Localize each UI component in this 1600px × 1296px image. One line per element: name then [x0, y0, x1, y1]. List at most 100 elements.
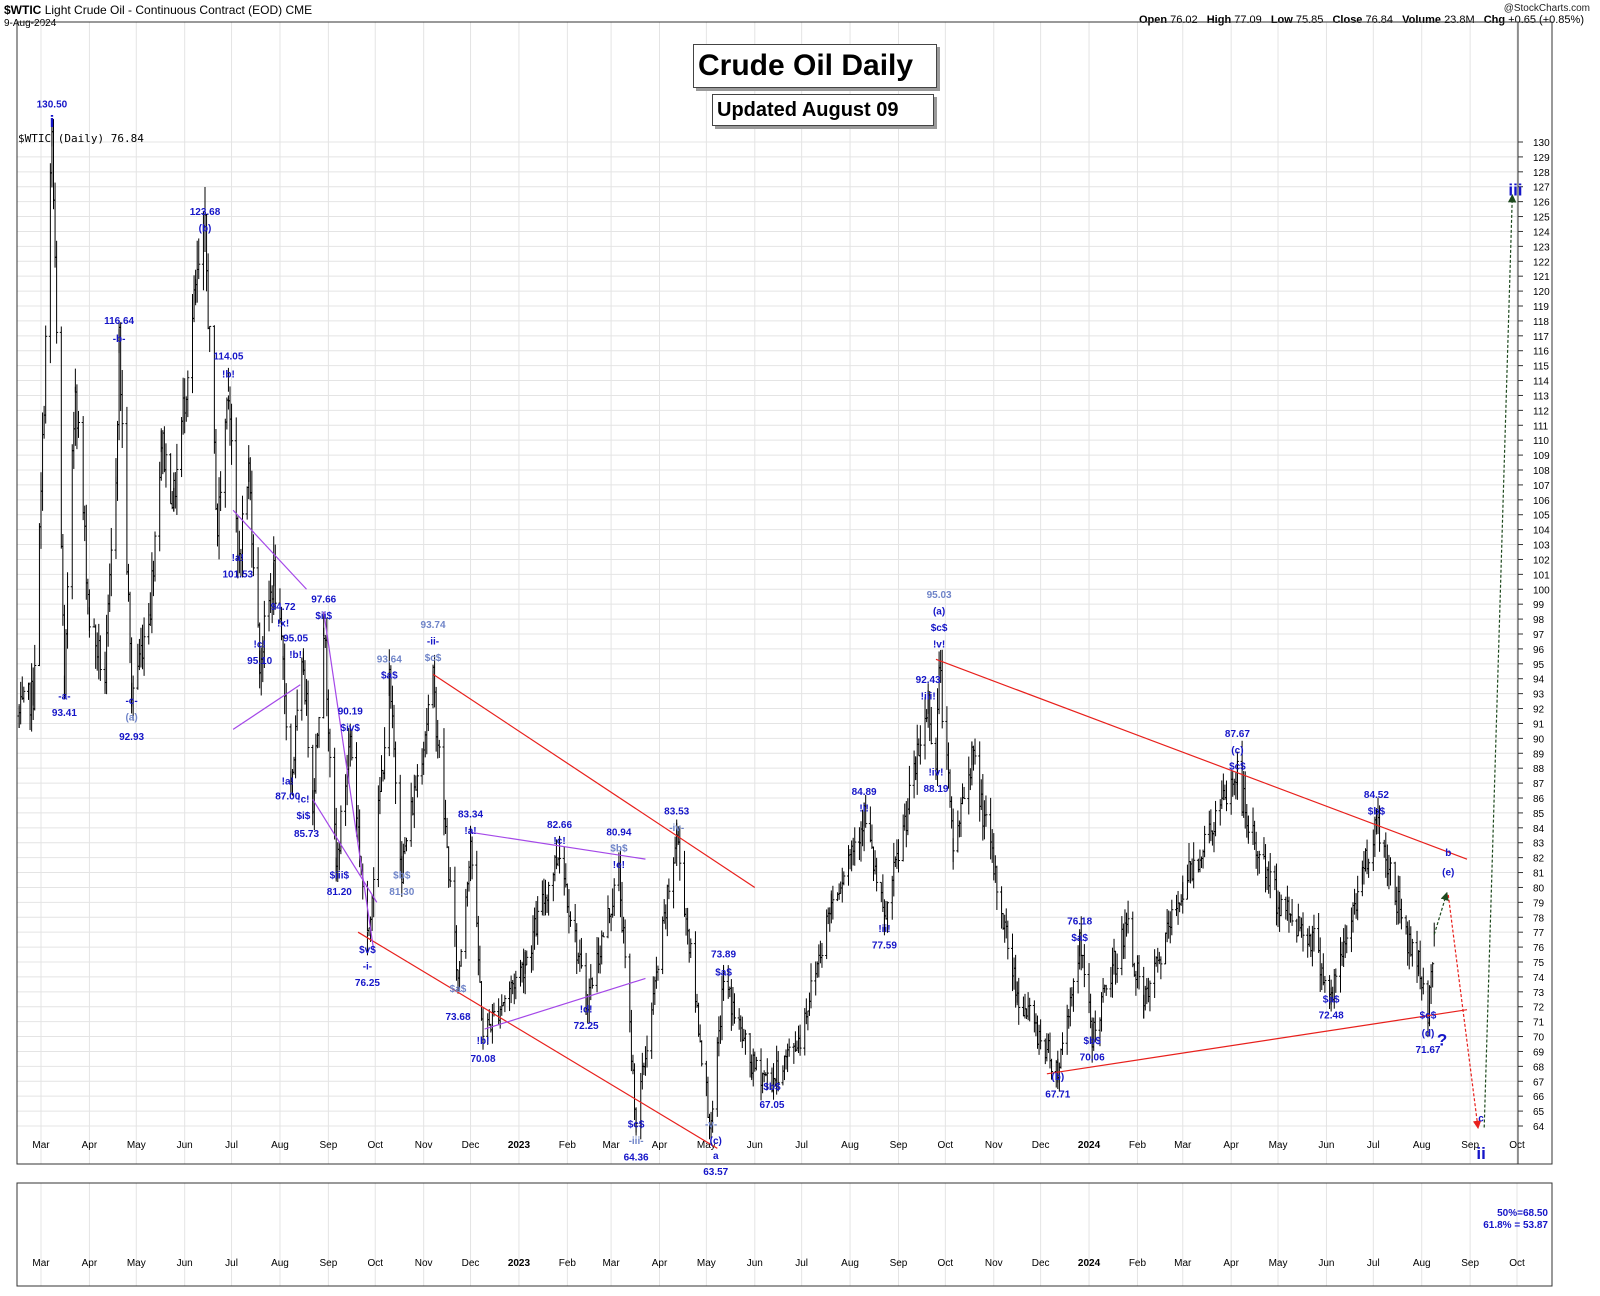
x-tick-label: Apr: [82, 1140, 98, 1151]
y-tick-label: 93: [1533, 690, 1545, 701]
y-tick-label: 69: [1533, 1047, 1545, 1058]
wave-label: !c!: [297, 794, 309, 805]
chart-symbol-header: $WTIC Light Crude Oil - Continuous Contr…: [4, 3, 312, 17]
x-tick-label-lower: Oct: [938, 1258, 954, 1269]
y-tick-label: 98: [1533, 615, 1545, 626]
wave-label: $c$: [1420, 1011, 1437, 1022]
symbol-description: Light Crude Oil - Continuous Contract (E…: [44, 3, 283, 17]
x-tick-label: Jul: [795, 1140, 808, 1151]
wave-label: 93.64: [377, 654, 402, 665]
wave-label: 67.05: [759, 1100, 784, 1111]
y-tick-label: 88: [1533, 764, 1545, 775]
x-tick-label: Feb: [1129, 1140, 1147, 1151]
wave-label: 77.59: [872, 941, 897, 952]
quote-value: 76.02: [1170, 14, 1201, 26]
y-tick-label: 123: [1533, 242, 1550, 253]
quote-label: Low: [1270, 14, 1296, 26]
wave-label: -iii-: [629, 1136, 644, 1147]
wave-label: 88.19: [923, 784, 948, 795]
projection-up-arrow: [1433, 891, 1449, 935]
wave-label: 84.89: [852, 787, 877, 798]
plot-frames: [16, 21, 1553, 1287]
wave-label: ?: [1437, 1030, 1447, 1049]
y-tick-label: 107: [1533, 481, 1550, 492]
x-tick-label-lower: Jun: [1318, 1258, 1334, 1269]
y-tick-label: 120: [1533, 287, 1550, 298]
y-tick-label: 96: [1533, 645, 1545, 656]
x-tick-label: May: [1269, 1140, 1288, 1151]
y-tick-label: 95: [1533, 660, 1545, 671]
y-tick-label: 116: [1533, 347, 1549, 358]
wave-label: 87.67: [1225, 729, 1250, 740]
quote-label: Close: [1332, 14, 1366, 26]
wave-label: !v!: [933, 639, 945, 650]
lower-panel-frame: [16, 1182, 1553, 1287]
wave-label: $a$: [381, 671, 398, 682]
x-tick-label: Apr: [652, 1140, 668, 1151]
y-tick-label: 101: [1533, 570, 1550, 581]
y-tick-label: 87: [1533, 779, 1545, 790]
x-tick-label: Apr: [1223, 1140, 1239, 1151]
wave-label: -c-: [125, 696, 137, 707]
x-tick-label: Aug: [271, 1140, 289, 1151]
x-tick-label: Sep: [1461, 1140, 1479, 1151]
y-tick-label: 68: [1533, 1062, 1545, 1073]
y-tick-label: 80: [1533, 883, 1545, 894]
trendline-red: [357, 931, 718, 1149]
x-tick-label-lower: Jul: [795, 1258, 808, 1269]
wave-label: 83.53: [664, 806, 689, 817]
y-tick-label: 90: [1533, 734, 1545, 745]
x-tick-label: Aug: [841, 1140, 859, 1151]
wave-label: (c): [710, 1136, 722, 1147]
trendline-purple: [232, 509, 307, 590]
grid: [17, 22, 1518, 1286]
y-tick-label: 126: [1533, 198, 1550, 209]
y-tick-label: 121: [1533, 272, 1550, 283]
wave-label: 72.25: [574, 1021, 599, 1032]
wave-label: !a!: [282, 777, 294, 788]
wave-label: !a!: [464, 826, 476, 837]
x-tick-label-lower: Dec: [462, 1258, 480, 1269]
y-tick-label: 100: [1533, 585, 1550, 596]
y-tick-label: 79: [1533, 898, 1545, 909]
y-tick-label: 118: [1533, 317, 1549, 328]
chart-date: 9-Aug-2024: [4, 18, 57, 29]
wave-label: $a$: [1071, 933, 1088, 944]
trendline-red: [432, 673, 756, 888]
y-tick-label: 91: [1533, 719, 1545, 730]
series-label: $WTIC (Daily) 76.84: [18, 132, 144, 145]
wave-label: !x!: [277, 619, 289, 630]
wave-label: !iii!: [921, 692, 936, 703]
wave-label: 93.74: [421, 620, 446, 631]
wave-label: 81.20: [327, 887, 352, 898]
x-tick-label-lower: Mar: [32, 1258, 50, 1269]
x-axis: Mar Mar Apr Apr May May Jun Jun Jul Jul Aug Aug Sep S…: [32, 1140, 1525, 1269]
x-tick-label-lower: Jul: [225, 1258, 238, 1269]
wave-label: 71.67: [1415, 1045, 1440, 1056]
wave-label: $b$: [610, 844, 628, 855]
wave-label: 95.05: [283, 633, 308, 644]
y-tick-label: 76: [1533, 943, 1545, 954]
wave-label: $a$: [715, 967, 732, 978]
wave-label: !iv!: [928, 768, 943, 779]
quote-label: High: [1206, 14, 1235, 26]
x-tick-label-lower: Sep: [890, 1258, 908, 1269]
y-tick-label: 130: [1533, 138, 1550, 149]
quote-value: 23.8M: [1444, 14, 1478, 26]
trendline-purple: [323, 611, 375, 951]
y-tick-label: 106: [1533, 496, 1550, 507]
wave-label: 92.43: [916, 675, 941, 686]
y-tick-label: 127: [1533, 183, 1550, 194]
fib-note: 61.8% = 53.87: [1483, 1220, 1548, 1231]
x-tick-label: Feb: [559, 1140, 577, 1151]
x-tick-label: Mar: [1174, 1140, 1192, 1151]
wave-label: a: [713, 1151, 719, 1162]
y-tick-label: 66: [1533, 1092, 1545, 1103]
quote-value: 76.84: [1365, 14, 1397, 26]
y-tick-label: 125: [1533, 213, 1550, 224]
x-tick-label-lower: Mar: [1174, 1258, 1192, 1269]
x-tick-label: 2024: [1078, 1140, 1101, 1151]
y-tick-label: 115: [1533, 362, 1549, 373]
wave-label: 114.05: [213, 352, 243, 363]
wave-label: (a): [125, 712, 137, 723]
